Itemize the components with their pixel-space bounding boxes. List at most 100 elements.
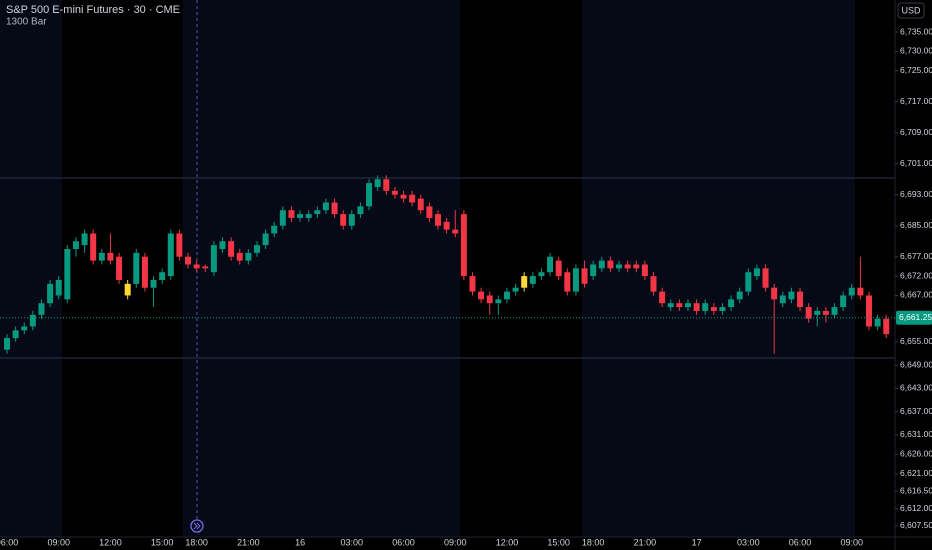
y-tick-label: 6,649.00 [900,359,932,369]
y-tick-label: 6,631.00 [900,429,932,439]
candle-body [848,287,855,296]
candle-body [314,210,321,215]
candle-body [779,295,786,304]
x-tick-label: 09:00 [840,537,863,547]
candle-body [107,252,114,261]
x-tick-label: 16 [295,537,305,547]
candle-body [452,229,459,234]
candle-body [116,256,123,280]
y-tick-label: 6,616.50 [900,485,932,495]
candle-body [417,198,424,211]
candle-body [167,233,174,277]
y-tick-label: 6,730.00 [900,46,932,56]
candle-body [90,233,97,261]
candle-body [331,202,338,215]
y-tick-label: 6,626.00 [900,449,932,459]
candle-body [857,287,864,296]
candle-body [495,299,502,304]
candle-body [547,256,554,273]
candle-body [753,268,760,277]
y-tick-label: 6,725.00 [900,65,932,75]
candle-body [176,233,183,257]
candle-body [98,252,105,261]
candle-body [667,303,674,308]
candle-body [262,233,269,246]
candle-body [409,194,416,203]
candle-body [814,310,821,315]
candle-body [486,295,493,304]
x-tick-label: 12:00 [496,537,519,547]
candle-body [719,307,726,311]
candle-body [840,295,847,308]
chart-title: S&P 500 E-mini Futures · 30 · CME [6,4,180,16]
candle-body [55,279,62,296]
y-tick-label: 6,655.00 [900,336,932,346]
chart-subtitle: 1300 Bar [6,17,47,28]
y-tick-label: 6,621.00 [900,468,932,478]
x-tick-label: 17 [692,537,702,547]
y-tick-label: 6,637.00 [900,406,932,416]
x-tick-label: 15:00 [547,537,570,547]
y-tick-label: 6,693.00 [900,189,932,199]
currency-button[interactable] [897,2,925,19]
x-tick-label: 06:00 [0,537,18,547]
candle-body [728,299,735,308]
candle-body [684,303,691,308]
y-tick-label: 6,607.50 [900,520,932,530]
candle-body [426,206,433,218]
x-tick-label: 03:00 [737,537,760,547]
candle-body [702,303,709,311]
candle-body [469,276,476,292]
candle-body [607,260,614,269]
candle-body [305,214,312,218]
candle-body [529,276,536,284]
candles [4,175,890,354]
x-tick-label: 15:00 [151,537,174,547]
candle-body [47,283,54,304]
candle-body [159,272,166,280]
candle-body [478,291,485,300]
candle-body [297,214,304,218]
candle-body [366,183,373,207]
y-tick-label: 6,735.00 [900,26,932,36]
candle-body [322,202,329,211]
candle-body [676,303,683,308]
candle-body [253,245,260,253]
replay-icon[interactable] [190,519,204,533]
candle-body [866,295,872,327]
candle-body [38,303,45,315]
last-price-label: 6,661.25 [899,312,932,322]
candle-body [383,179,390,191]
x-tick-label: 09:00 [47,537,70,547]
candle-body [659,291,666,304]
candle-body [581,268,588,284]
candle-body [512,287,519,292]
candle-body [72,241,79,249]
session-band [0,0,62,537]
candle-body [4,338,10,350]
candle-body [141,256,148,288]
y-tick-label: 6,677.00 [900,251,932,261]
candle-body [391,190,398,195]
candle-body [279,210,286,226]
y-tick-label: 6,672.00 [900,270,932,280]
replay-icon-arrows [193,522,201,530]
session-band [582,0,855,537]
candle-body [64,248,71,300]
candle-body [797,291,804,308]
candle-body [788,291,795,300]
x-tick-label: 03:00 [341,537,364,547]
candle-body [883,318,890,335]
candle-body [590,264,597,277]
candle-body [805,307,812,319]
candle-body [874,318,881,327]
session-band [183,0,460,537]
candle-body [150,279,157,288]
candle-body [202,266,209,269]
candle-body [348,214,355,226]
x-tick-label: 18:00 [185,537,208,547]
candle-body [521,276,528,288]
candle-body [400,194,407,199]
x-tick-label: 18:00 [582,537,605,547]
x-tick-label: 21:00 [237,537,260,547]
